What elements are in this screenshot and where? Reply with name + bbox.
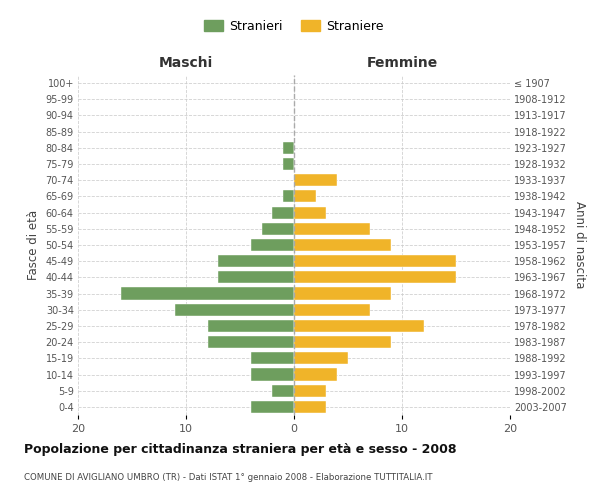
Bar xyxy=(294,255,456,268)
Bar xyxy=(251,368,294,380)
Bar xyxy=(294,336,391,348)
Bar xyxy=(294,239,391,251)
Bar xyxy=(251,401,294,413)
Bar xyxy=(294,206,326,218)
Bar xyxy=(121,288,294,300)
Bar xyxy=(294,174,337,186)
Text: Femmine: Femmine xyxy=(367,56,437,70)
Bar xyxy=(262,222,294,235)
Bar xyxy=(283,142,294,154)
Bar xyxy=(294,352,348,364)
Bar xyxy=(218,272,294,283)
Bar xyxy=(294,304,370,316)
Bar xyxy=(272,206,294,218)
Bar xyxy=(251,352,294,364)
Bar xyxy=(283,158,294,170)
Bar xyxy=(218,255,294,268)
Bar xyxy=(272,384,294,397)
Text: Maschi: Maschi xyxy=(159,56,213,70)
Bar xyxy=(294,320,424,332)
Bar xyxy=(175,304,294,316)
Text: Popolazione per cittadinanza straniera per età e sesso - 2008: Popolazione per cittadinanza straniera p… xyxy=(24,442,457,456)
Bar xyxy=(208,320,294,332)
Bar xyxy=(294,401,326,413)
Bar xyxy=(294,288,391,300)
Bar xyxy=(251,239,294,251)
Bar xyxy=(294,190,316,202)
Text: COMUNE DI AVIGLIANO UMBRO (TR) - Dati ISTAT 1° gennaio 2008 - Elaborazione TUTTI: COMUNE DI AVIGLIANO UMBRO (TR) - Dati IS… xyxy=(24,472,433,482)
Bar xyxy=(208,336,294,348)
Bar xyxy=(294,368,337,380)
Bar xyxy=(294,272,456,283)
Y-axis label: Anni di nascita: Anni di nascita xyxy=(572,202,586,288)
Bar xyxy=(294,384,326,397)
Y-axis label: Fasce di età: Fasce di età xyxy=(27,210,40,280)
Bar xyxy=(283,190,294,202)
Legend: Stranieri, Straniere: Stranieri, Straniere xyxy=(200,16,388,37)
Bar xyxy=(294,222,370,235)
